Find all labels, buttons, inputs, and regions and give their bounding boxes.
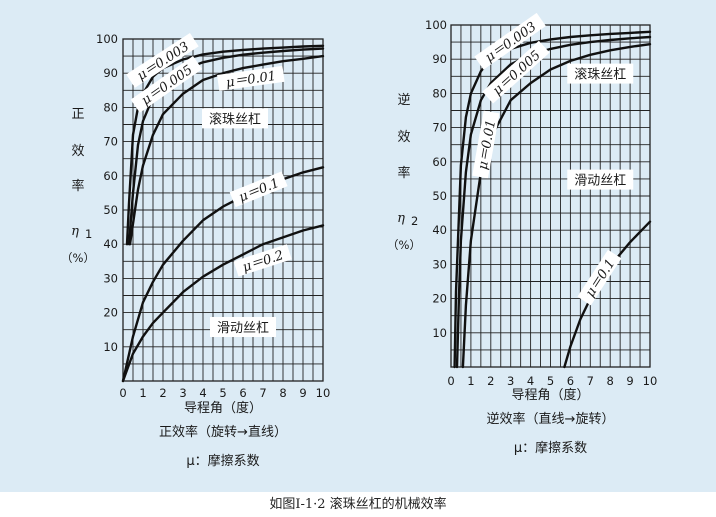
y-axis-label-char: 率 bbox=[71, 178, 84, 194]
friction-note: μ：摩擦系数 bbox=[186, 453, 259, 469]
y-tick-label: 60 bbox=[103, 169, 118, 183]
y-tick-label: 70 bbox=[103, 135, 118, 149]
x-tick-label: 5 bbox=[547, 374, 554, 388]
y-axis-symbol: η bbox=[71, 224, 79, 239]
series-line bbox=[121, 224, 325, 383]
x-tick-label: 3 bbox=[507, 374, 514, 388]
plot-frame bbox=[122, 38, 324, 382]
y-tick-label: 100 bbox=[425, 18, 447, 32]
series-label-bg bbox=[474, 12, 546, 70]
y-axis-label-char: 率 bbox=[397, 165, 410, 181]
y-tick-label: 50 bbox=[103, 203, 118, 217]
series-label-bg bbox=[217, 65, 285, 91]
region-label: 滑动丝杠 bbox=[217, 320, 269, 336]
region-label: 滚珠丝杠 bbox=[209, 111, 261, 127]
x-tick-label: 1 bbox=[139, 386, 146, 400]
y-tick-label: 80 bbox=[103, 100, 118, 114]
y-tick-label: 10 bbox=[432, 326, 447, 340]
series-label-bg bbox=[577, 249, 622, 306]
series-line bbox=[461, 43, 652, 369]
x-tick-label: 4 bbox=[199, 386, 206, 400]
x-tick-label: 4 bbox=[527, 374, 534, 388]
y-axis-symbol: η bbox=[397, 211, 405, 226]
x-tick-label: 7 bbox=[259, 386, 266, 400]
y-tick-label: 40 bbox=[432, 223, 447, 237]
y-tick-label: 70 bbox=[432, 121, 447, 135]
series-line bbox=[455, 35, 652, 369]
y-axis-unit: （%） bbox=[61, 251, 95, 265]
series-label-bg bbox=[233, 244, 292, 277]
series-line bbox=[563, 220, 652, 369]
series-label-bg bbox=[229, 171, 288, 208]
x-tick-label: 2 bbox=[159, 386, 166, 400]
region-label: 滑动丝杠 bbox=[574, 173, 626, 189]
region-label-bg bbox=[202, 108, 268, 129]
y-tick-label: 90 bbox=[432, 52, 447, 66]
x-tick-label: 2 bbox=[487, 374, 494, 388]
x-axis-label: 导程角（度） bbox=[184, 400, 262, 416]
y-tick-label: 20 bbox=[103, 306, 118, 320]
y-tick-label: 20 bbox=[432, 292, 447, 306]
y-tick-label: 10 bbox=[103, 340, 118, 354]
y-axis-symbol-subscript: 1 bbox=[85, 227, 92, 241]
series-label-bg bbox=[482, 40, 550, 104]
region-label-bg bbox=[210, 316, 276, 337]
series-line bbox=[125, 44, 325, 246]
series-label: μ＝0.1 bbox=[229, 171, 288, 208]
y-axis-label-char: 效 bbox=[397, 130, 410, 145]
region-label-bg bbox=[567, 169, 634, 190]
y-tick-label: 40 bbox=[103, 237, 118, 251]
series-line bbox=[128, 54, 325, 246]
x-tick-label: 6 bbox=[567, 374, 574, 388]
x-tick-label: 8 bbox=[279, 386, 286, 400]
y-axis-symbol-subscript: 2 bbox=[411, 214, 418, 228]
chart-subtitle: 正效率（旋转→直线） bbox=[159, 424, 287, 440]
x-tick-label: 9 bbox=[626, 374, 633, 388]
x-tick-label: 7 bbox=[587, 374, 594, 388]
y-axis-label-char: 逆 bbox=[397, 92, 410, 108]
x-tick-label: 6 bbox=[239, 386, 246, 400]
y-axis-label-char: 正 bbox=[71, 107, 84, 122]
y-axis-unit: （%） bbox=[387, 238, 421, 252]
y-tick-label: 30 bbox=[103, 271, 118, 285]
y-tick-label: 90 bbox=[103, 66, 118, 80]
series-label: μ＝0.01 bbox=[217, 65, 285, 91]
region-label: 滚珠丝杠 bbox=[574, 67, 626, 83]
series-label-bg bbox=[130, 56, 203, 113]
series-label-bg bbox=[126, 32, 199, 88]
chart-subtitle: 逆效率（直线→旋转） bbox=[487, 411, 615, 427]
x-axis-label: 导程角（度） bbox=[511, 387, 589, 403]
x-tick-label: 1 bbox=[467, 374, 474, 388]
y-tick-label: 100 bbox=[96, 32, 118, 46]
series-label-bg bbox=[472, 110, 500, 179]
x-tick-label: 3 bbox=[179, 386, 186, 400]
series-label-text: μ＝0.1 bbox=[237, 176, 282, 206]
series-label-text: μ＝0.01 bbox=[225, 69, 277, 91]
x-tick-label: 10 bbox=[643, 374, 658, 388]
figure-caption: 如图Ⅰ-1·2 滚珠丝杠的机械效率 bbox=[269, 497, 447, 512]
x-tick-label: 5 bbox=[219, 386, 226, 400]
x-tick-label: 0 bbox=[119, 386, 126, 400]
friction-note: μ：摩擦系数 bbox=[514, 440, 587, 456]
y-tick-label: 60 bbox=[432, 155, 447, 169]
y-axis-label-char: 效 bbox=[71, 144, 84, 159]
x-tick-label: 9 bbox=[299, 386, 306, 400]
x-tick-label: 10 bbox=[316, 386, 331, 400]
region-label-bg bbox=[567, 63, 634, 84]
x-tick-label: 0 bbox=[447, 374, 454, 388]
y-tick-label: 80 bbox=[432, 86, 447, 100]
plot-frame bbox=[450, 24, 651, 368]
y-tick-label: 50 bbox=[432, 189, 447, 203]
y-tick-label: 30 bbox=[432, 257, 447, 271]
x-tick-label: 8 bbox=[607, 374, 614, 388]
